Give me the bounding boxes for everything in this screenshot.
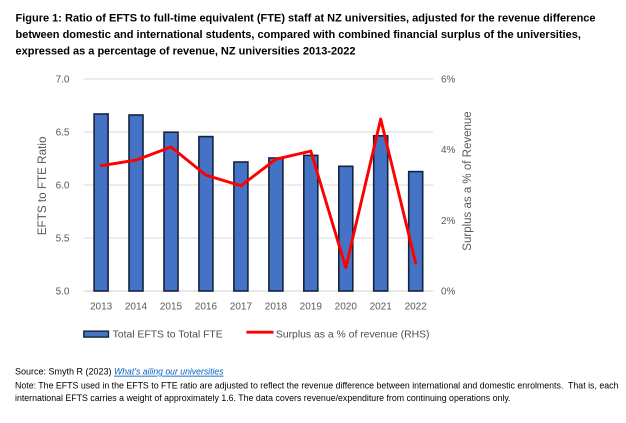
svg-text:6.5: 6.5 [56, 128, 70, 139]
svg-text:2021: 2021 [370, 301, 393, 312]
svg-text:6%: 6% [441, 75, 456, 86]
svg-text:5.5: 5.5 [56, 234, 70, 245]
svg-text:between domestic and internati: between domestic and international stude… [16, 29, 581, 41]
svg-text:EFTS to FTE Ratio: EFTS to FTE Ratio [36, 136, 49, 235]
svg-text:Note: The EFTS used in the EFT: Note: The EFTS used in the EFTS to FTE r… [15, 381, 619, 391]
svg-text:4%: 4% [441, 145, 456, 156]
svg-text:2020: 2020 [335, 301, 358, 312]
svg-text:Surplus as a % of Revenue: Surplus as a % of Revenue [462, 111, 474, 250]
svg-text:2%: 2% [441, 216, 456, 227]
svg-text:2019: 2019 [300, 301, 323, 312]
svg-text:2017: 2017 [230, 301, 253, 312]
svg-text:expressed as a percentage of r: expressed as a percentage of revenue, NZ… [16, 45, 356, 57]
svg-text:international EFTS carries a w: international EFTS carries a weight of a… [15, 393, 511, 403]
svg-text:Figure 1: Ratio of EFTS to ful: Figure 1: Ratio of EFTS to full-time equ… [16, 13, 596, 25]
svg-text:6.0: 6.0 [56, 181, 70, 192]
svg-text:5.0: 5.0 [56, 287, 70, 298]
svg-text:2013: 2013 [90, 301, 113, 312]
svg-text:Surplus as a % of revenue (RHS: Surplus as a % of revenue (RHS) [276, 329, 430, 340]
svg-text:2014: 2014 [125, 301, 148, 312]
svg-text:Total EFTS to Total FTE: Total EFTS to Total FTE [113, 329, 223, 340]
svg-text:2022: 2022 [405, 301, 428, 312]
svg-text:7.0: 7.0 [56, 75, 70, 86]
svg-text:0%: 0% [441, 287, 456, 298]
svg-text:2015: 2015 [160, 301, 183, 312]
svg-text:2016: 2016 [195, 301, 218, 312]
svg-text:2018: 2018 [265, 301, 288, 312]
svg-text:Source: Smyth R (2023) What’s: Source: Smyth R (2023) What’s ailing our… [15, 367, 224, 377]
